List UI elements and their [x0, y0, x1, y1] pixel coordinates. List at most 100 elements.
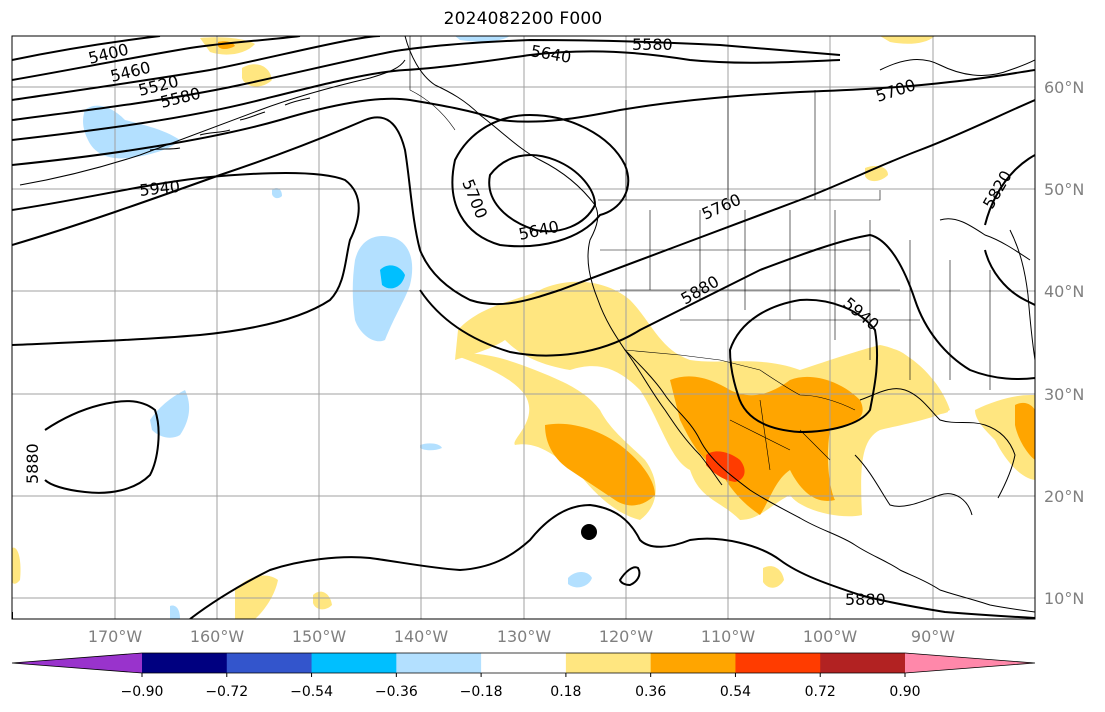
contour-5640	[12, 50, 841, 141]
shade-yellow-gulf	[875, 348, 948, 415]
colorbar-bin	[311, 653, 397, 673]
longitude-axis: 170°W 160°W 150°W 140°W 130°W 120°W 110°…	[88, 627, 955, 646]
coast-greatlakes	[939, 218, 1031, 261]
shade-red-core	[706, 451, 745, 482]
colorbar-bin	[396, 653, 482, 673]
contour-5520	[12, 36, 381, 101]
colorbar-labels: −0.90 −0.72 −0.54 −0.36 −0.18 0.18 0.36 0.54 0.7…	[121, 684, 921, 700]
shade-blue-top	[455, 36, 510, 42]
colorbar-tick-label: −0.18	[460, 684, 503, 700]
lat-tick: 10°N	[1044, 589, 1084, 608]
shade-yellow-south1	[235, 575, 278, 619]
contour-5460	[12, 36, 301, 81]
lon-tick: 100°W	[803, 627, 858, 646]
colorbar-bin	[565, 653, 652, 673]
contour-5940	[12, 172, 360, 346]
colorbar-bin	[226, 653, 313, 673]
lon-tick: 150°W	[292, 627, 347, 646]
lon-tick: 110°W	[701, 627, 756, 646]
graticule	[12, 36, 1035, 619]
shade-yellow-top	[880, 36, 935, 44]
coast-alaska	[404, 36, 1035, 613]
contour-5880-south-loop	[618, 566, 641, 587]
contour-5880-south	[189, 503, 1035, 619]
lat-tick: 60°N	[1044, 78, 1084, 97]
lon-tick: 130°W	[497, 627, 552, 646]
coast-alaska-arc	[19, 59, 406, 186]
lat-tick: 20°N	[1044, 487, 1084, 506]
lon-tick: 120°W	[599, 627, 654, 646]
storm-marker	[581, 524, 597, 540]
border-canada-prov	[625, 90, 816, 200]
shade-yellow-south3	[763, 566, 784, 588]
border-us-canada	[598, 190, 881, 201]
contour-5640-low	[488, 154, 597, 233]
colorbar	[11, 652, 1036, 677]
colorbar-tick-label: 0.72	[805, 684, 836, 700]
colorbar-bin	[820, 653, 906, 673]
colorbar-tick-label: 0.90	[889, 684, 920, 700]
contour-label: 5880	[845, 590, 886, 609]
colorbar-extend-left	[12, 653, 142, 673]
coast-gulf	[859, 388, 1016, 499]
coast-hudson	[879, 59, 1035, 76]
shade-yellow-bc	[540, 293, 585, 318]
contour-5880-west	[44, 400, 160, 494]
shade-blue-small2	[170, 605, 180, 619]
colorbar-tick-label: 0.18	[550, 684, 581, 700]
shade-yellow-alaska1	[242, 64, 272, 87]
contour-label: 5580	[632, 35, 673, 54]
border-states-2	[600, 249, 920, 321]
colorbar-tick-label: −0.90	[121, 684, 164, 700]
lat-tick: 50°N	[1044, 180, 1084, 199]
shade-blue-alaska	[83, 105, 180, 159]
colorbar-bin	[142, 653, 228, 673]
colorbar-bin	[481, 653, 567, 673]
lat-tick: 40°N	[1044, 282, 1084, 301]
shade-blue-pacific	[352, 236, 413, 342]
contour-5820-east	[984, 154, 1035, 226]
shade-orange-east	[1015, 402, 1035, 460]
colorbar-extend-right	[905, 653, 1035, 673]
colorbar-tick-label: −0.36	[375, 684, 418, 700]
height-contours	[12, 36, 1035, 619]
latitude-axis: 60°N 50°N 40°N 30°N 20°N 10°N	[1044, 78, 1084, 608]
border-states-3	[869, 220, 991, 390]
colorbar-tick-label: 0.36	[635, 684, 666, 700]
shade-yellow-south2	[313, 591, 332, 610]
shade-blue-hawaii	[420, 443, 442, 451]
colorbar-tick-label: −0.72	[205, 684, 248, 700]
political-borders	[409, 36, 991, 471]
shade-orange-ocean	[545, 423, 655, 506]
contour-5580a	[12, 38, 841, 121]
shade-yellow-left	[12, 547, 21, 584]
colorbar-tick-label: −0.54	[290, 684, 333, 700]
contour-5940-high	[728, 298, 879, 434]
border-us-mexico	[624, 349, 856, 411]
contour-label: 5940	[138, 177, 180, 200]
lon-tick: 160°W	[190, 627, 245, 646]
shade-blue-pacific-core	[380, 265, 405, 289]
colorbar-tick-label: 0.54	[720, 684, 751, 700]
coast-east	[1009, 229, 1035, 361]
border-alaska-canada	[409, 36, 456, 131]
border-mexico-states	[729, 399, 831, 471]
contour-5700-low	[451, 113, 630, 248]
map-frame	[11, 35, 1036, 620]
shade-blue-south	[568, 572, 592, 588]
contour-5700a	[12, 69, 1035, 166]
contour-5400	[12, 36, 161, 61]
coastlines	[19, 36, 1035, 613]
contour-5760	[12, 99, 1035, 306]
coast-islands	[149, 97, 311, 151]
coast-yucatan	[854, 454, 973, 516]
coast-baja	[624, 349, 723, 486]
contour-label: 5880	[23, 443, 42, 484]
lat-tick: 30°N	[1044, 385, 1084, 404]
shade-blue-west	[150, 390, 190, 438]
lon-tick: 140°W	[394, 627, 449, 646]
map-title: 2024082200 F000	[443, 9, 603, 29]
lon-tick: 90°W	[911, 627, 955, 646]
colorbar-bin	[735, 653, 821, 673]
